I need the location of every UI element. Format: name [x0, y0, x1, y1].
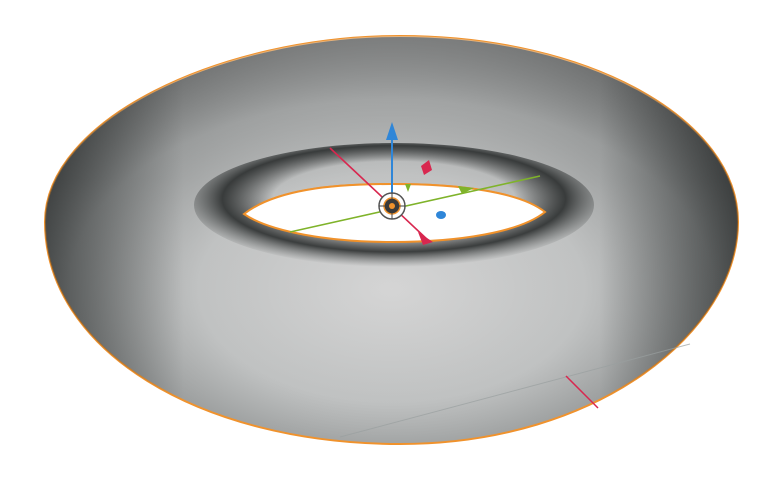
transform-origin-icon[interactable]	[378, 192, 406, 220]
xz-plane-handle[interactable]	[421, 160, 432, 175]
yz-plane-handle[interactable]	[405, 184, 411, 192]
y-axis-arrow-handle[interactable]	[458, 186, 474, 194]
z-axis-arrow-handle[interactable]	[386, 122, 398, 140]
y-axis-line	[289, 175, 541, 233]
x-axis-line-far	[565, 375, 599, 409]
x-axis-arrow-handle[interactable]	[418, 232, 433, 245]
torus-bottom-seam	[339, 343, 691, 438]
x-axis-line	[329, 147, 431, 243]
transform-gizmo[interactable]	[289, 122, 541, 245]
torus-mesh[interactable]	[43, 34, 740, 446]
xy-plane-handle[interactable]	[436, 211, 446, 219]
